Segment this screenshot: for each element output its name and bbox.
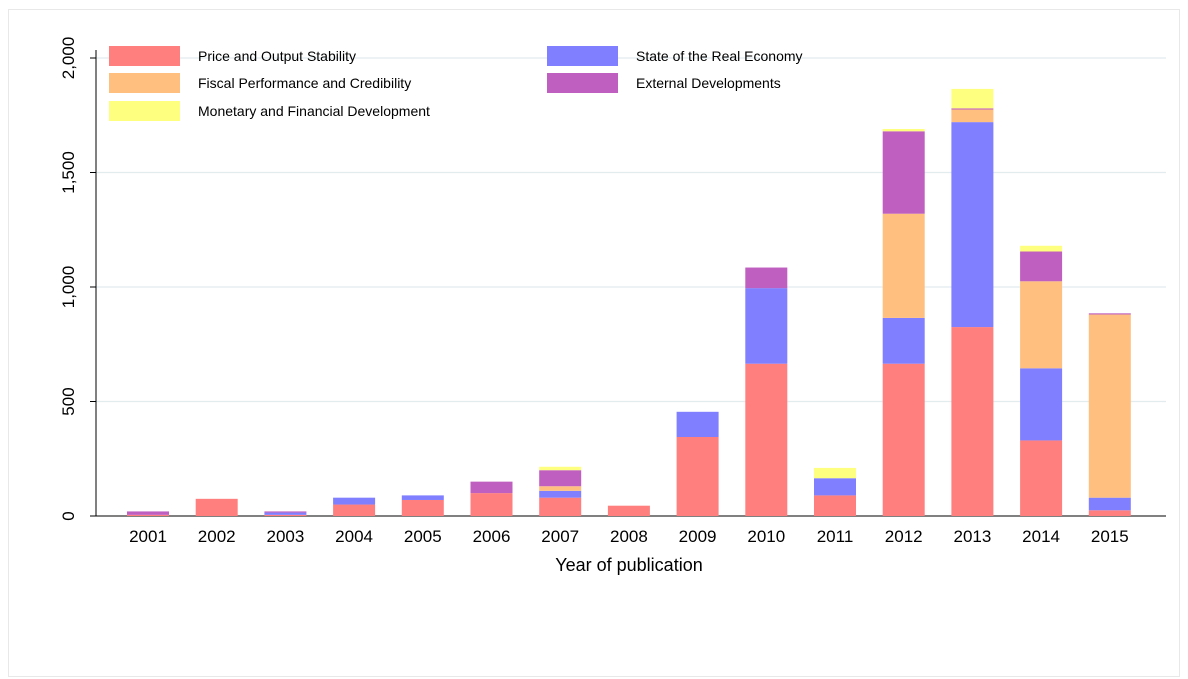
bar-segment <box>951 108 994 110</box>
legend-label: Monetary and Financial Development <box>198 103 430 119</box>
bar-segment <box>1088 313 1131 315</box>
x-tick-label: 2010 <box>747 527 785 546</box>
bar-segment <box>470 481 513 494</box>
bar-segment <box>882 363 925 516</box>
y-tick-label: 1,500 <box>59 151 78 194</box>
legend-swatch <box>109 101 180 121</box>
bar-segment <box>1020 440 1063 516</box>
x-tick-label: 2012 <box>885 527 923 546</box>
bar-segment <box>951 122 994 328</box>
stacked-bar-chart: 0 500 1,000 1,500 2,000 2001 2002 2003 2004 2005… <box>59 37 1166 575</box>
bar-segment <box>882 131 925 214</box>
bar-segment <box>264 511 307 513</box>
x-axis-tick-labels: 2001 2002 2003 2004 2005 2006 2007 2008 2009 2010… <box>129 527 1129 546</box>
bars <box>127 88 1131 516</box>
bar-segment <box>539 497 582 516</box>
bar-segment <box>1020 368 1063 441</box>
bar-segment <box>745 267 788 289</box>
x-tick-label: 2014 <box>1022 527 1060 546</box>
bar-segment <box>1020 245 1063 252</box>
x-tick-label: 2003 <box>266 527 304 546</box>
bar-segment <box>401 495 444 500</box>
x-tick-label: 2009 <box>679 527 717 546</box>
bar-segment <box>264 514 307 516</box>
legend-label: External Developments <box>636 75 781 91</box>
x-tick-label: 2001 <box>129 527 167 546</box>
y-tick-label: 500 <box>59 387 78 415</box>
x-tick-label: 2008 <box>610 527 648 546</box>
bar-segment <box>882 128 925 132</box>
x-tick-label: 2004 <box>335 527 373 546</box>
x-tick-label: 2015 <box>1091 527 1129 546</box>
x-tick-label: 2011 <box>817 527 854 546</box>
x-tick-label: 2013 <box>953 527 991 546</box>
bar-segment <box>539 470 582 487</box>
y-tick-label: 0 <box>59 511 78 520</box>
chart-frame: 0 500 1,000 1,500 2,000 2001 2002 2003 2004 2005… <box>8 9 1180 677</box>
legend-swatch <box>109 46 180 66</box>
bar-segment <box>539 466 582 471</box>
bar-segment <box>607 505 650 516</box>
bar-segment <box>745 363 788 516</box>
bar-segment <box>1020 281 1063 369</box>
bar-segment <box>676 436 719 516</box>
legend-swatch <box>547 46 618 66</box>
legend-label: Price and Output Stability <box>198 48 356 64</box>
bar-segment <box>951 109 994 123</box>
x-tick-label: 2002 <box>198 527 236 546</box>
bar-segment <box>745 288 788 364</box>
legend-label: State of the Real Economy <box>636 48 803 64</box>
bar-segment <box>264 512 307 515</box>
bar-segment <box>951 327 994 516</box>
legend-swatch <box>109 73 180 93</box>
bar-segment <box>814 478 856 496</box>
bar-segment <box>539 486 582 491</box>
bar-segment <box>127 511 169 515</box>
bar-segment <box>1088 497 1131 511</box>
bar-segment <box>814 495 856 516</box>
legend: Price and Output Stability State of the R… <box>109 46 803 121</box>
x-tick-label: 2005 <box>404 527 442 546</box>
bar-segment <box>195 498 238 516</box>
x-tick-label: 2007 <box>541 527 579 546</box>
x-tick-label: 2006 <box>473 527 511 546</box>
y-tick-label: 2,000 <box>59 37 78 80</box>
legend-swatch <box>547 73 618 93</box>
y-tick-label: 1,000 <box>59 266 78 309</box>
legend-label: Fiscal Performance and Credibility <box>198 75 411 91</box>
bar-segment <box>401 499 444 516</box>
bar-segment <box>1020 251 1063 282</box>
bar-segment <box>470 493 513 516</box>
bar-segment <box>882 213 925 318</box>
bar-segment <box>333 497 376 505</box>
bar-segment <box>1088 314 1131 498</box>
bar-segment <box>127 514 169 516</box>
x-axis-title: Year of publication <box>555 555 702 575</box>
bar-segment <box>539 490 582 498</box>
bar-segment <box>333 504 376 516</box>
bar-segment <box>951 88 994 109</box>
bar-segment <box>1088 510 1131 516</box>
bar-segment <box>676 411 719 437</box>
bar-segment <box>814 467 856 479</box>
bar-segment <box>882 317 925 364</box>
